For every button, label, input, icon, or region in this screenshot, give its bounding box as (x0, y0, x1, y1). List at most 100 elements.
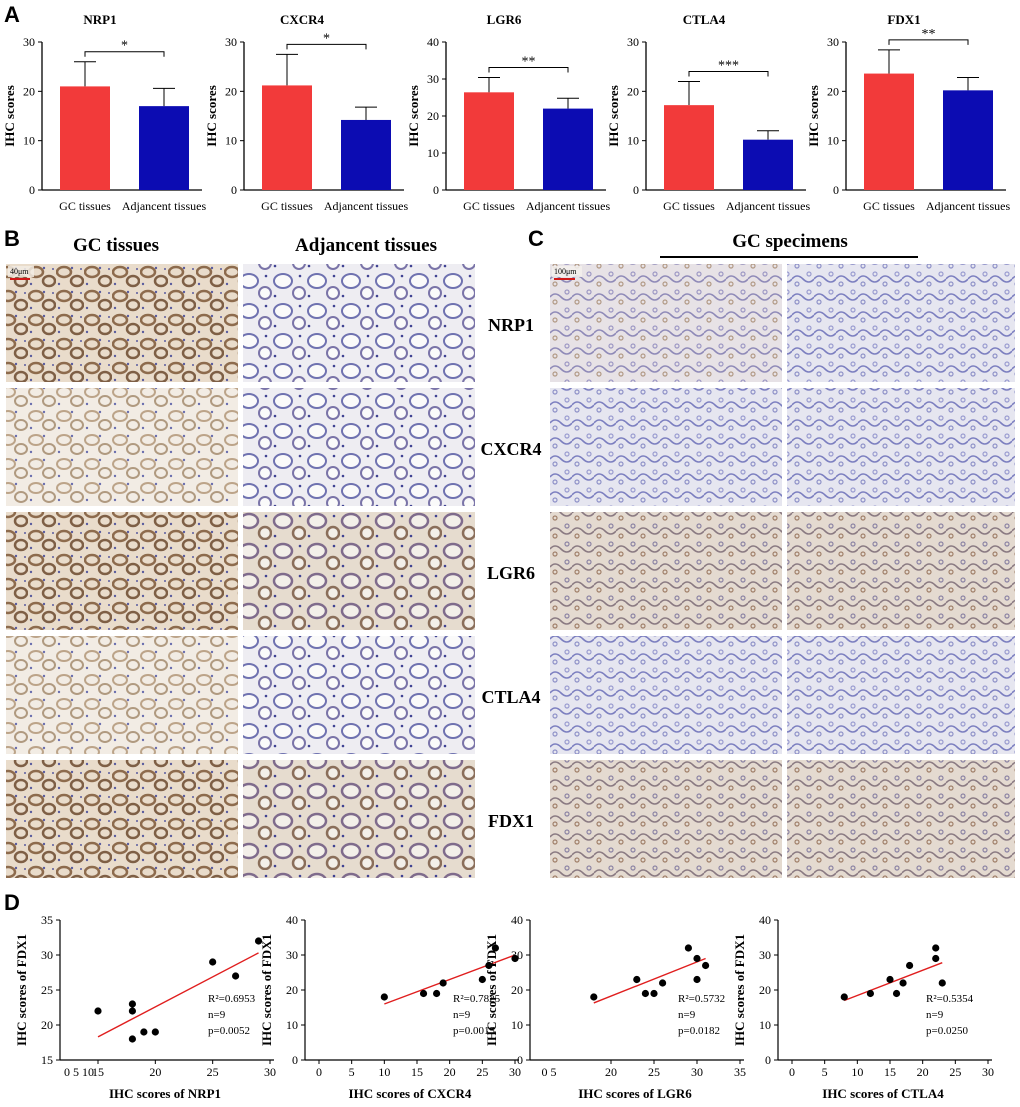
data-point (693, 975, 701, 984)
data-point (693, 954, 701, 963)
column-header-gc: GC tissues (73, 235, 159, 256)
bar-gc (262, 85, 312, 190)
y-tick-label: 40 (427, 35, 439, 49)
stat-n: n=9 (453, 1009, 471, 1021)
significance-bracket (488, 67, 569, 73)
panel-b: GC tissues Adjancent tissues 40μm NRP1 C… (6, 235, 542, 878)
regression-line (593, 957, 706, 1004)
y-tick-label: 10 (427, 146, 439, 160)
bar-adjacent (341, 119, 391, 190)
stat-n: n=9 (208, 1009, 226, 1021)
y-tick-label: 20 (225, 84, 237, 98)
ihc-image-nrp1-adjacent (243, 264, 475, 382)
bar-chart-cxcr4: CXCR4 0 10 20 30 IHC scores GC tissues Adjancen… (204, 12, 408, 213)
bar-chart-ctla4: CTLA4 0 10 20 30 IHC scores GC tissues Adjancen… (606, 12, 810, 213)
regression-line (844, 962, 943, 1002)
y-tick-label: 0 (633, 183, 639, 197)
significance-label: *** (718, 58, 739, 73)
y-tick-label: 20 (427, 109, 439, 123)
bar-gc (464, 92, 514, 190)
row-label-ctla4: CTLA4 (481, 687, 540, 707)
x-tick-label: 20 (444, 1065, 456, 1079)
x-tick-label: 30 (264, 1065, 276, 1079)
chart-title: CXCR4 (280, 12, 325, 27)
y-tick-label: 30 (286, 948, 298, 962)
y-tick-label: 0 (833, 183, 839, 197)
x-tick-label: 25 (648, 1065, 660, 1079)
bar-gc (864, 73, 914, 190)
y-tick-label: 0 (765, 1053, 771, 1067)
data-point (641, 989, 650, 998)
y-tick-label: 20 (23, 84, 35, 98)
row-label-fdx1: FDX1 (488, 811, 534, 831)
data-point (899, 979, 907, 987)
y-tick-label: 20 (511, 983, 523, 997)
y-tick-label: 30 (225, 35, 237, 49)
x-tick-label: 30 (509, 1065, 521, 1079)
category-label: Adjancent tissues (122, 199, 207, 213)
category-label: Adjancent tissues (324, 199, 409, 213)
data-point (151, 1028, 159, 1036)
stat-p-value: p=0.0015 (453, 1025, 495, 1037)
data-point (906, 961, 914, 970)
panel-letter-b: B (4, 226, 20, 251)
data-point (840, 993, 848, 1001)
category-label: GC tissues (261, 199, 313, 213)
regression-line (384, 954, 516, 1005)
panel-c: GC specimens 100μm (550, 231, 1015, 878)
y-tick-label: 10 (511, 1018, 523, 1032)
significance-label: * (323, 31, 330, 46)
panel-a-bar-charts: NRP1 0 10 20 30 IHC scores GC tissues Adjancent… (2, 12, 1010, 213)
x-tick-label: 30 (691, 1065, 703, 1079)
y-tick-label: 30 (23, 35, 35, 49)
data-point (491, 944, 499, 952)
bar-adjacent (543, 108, 593, 190)
panel-letter-c: C (528, 226, 544, 251)
bar-adjacent (943, 90, 993, 190)
x-tick-label: 30 (982, 1065, 994, 1079)
regression-line (97, 952, 259, 1038)
x-tick-label: 10 (378, 1065, 390, 1079)
stat-r-squared: R²=0.5732 (678, 993, 725, 1005)
specimen-image-nrp1-2 (787, 264, 1015, 382)
x-axis-label: IHC scores of LGR6 (578, 1086, 692, 1101)
y-tick-label: 30 (41, 948, 53, 962)
specimen-image-lgr6-2 (787, 512, 1015, 630)
specimen-image-cxcr4-2 (787, 388, 1015, 506)
y-tick-label: 10 (225, 134, 237, 148)
data-point (485, 961, 493, 970)
x-tick-label: 25 (949, 1065, 961, 1079)
panel-letter-a: A (4, 2, 20, 27)
y-tick-label: 20 (41, 1018, 53, 1032)
row-label-cxcr4: CXCR4 (481, 439, 542, 459)
x-tick-label: 0 (316, 1065, 322, 1079)
specimen-image-lgr6-1 (550, 512, 782, 630)
x-tick-break-label: 0 5 (542, 1065, 557, 1079)
y-tick-label: 30 (627, 35, 639, 49)
data-point (254, 937, 263, 945)
data-point (433, 989, 441, 998)
x-tick-label: 20 (149, 1065, 161, 1079)
x-tick-label: 35 (734, 1065, 746, 1079)
specimen-image-nrp1-1 (550, 264, 782, 382)
category-label: GC tissues (59, 199, 111, 213)
x-tick-label: 20 (605, 1065, 617, 1079)
x-tick-label: 15 (884, 1065, 896, 1079)
y-axis-label: IHC scores of FDX1 (484, 934, 499, 1046)
ihc-image-nrp1-gc (6, 264, 238, 382)
data-point (932, 954, 940, 963)
y-axis-label: IHC scores (2, 85, 17, 147)
data-point (511, 954, 519, 963)
scatter-plot-4: 0 10 20 30 40 0 5 10 15 20 25 30 IHC scores of CTLA4… (732, 913, 994, 1101)
data-point (439, 979, 447, 987)
x-tick-label: 15 (411, 1065, 423, 1079)
bar-adjacent (743, 139, 793, 190)
data-point (590, 993, 598, 1001)
stat-n: n=9 (678, 1009, 696, 1021)
x-tick-label: 5 (349, 1065, 355, 1079)
column-header-adjacent: Adjancent tissues (295, 235, 437, 256)
data-point (380, 993, 388, 1001)
panel-letter-d: D (4, 890, 20, 915)
